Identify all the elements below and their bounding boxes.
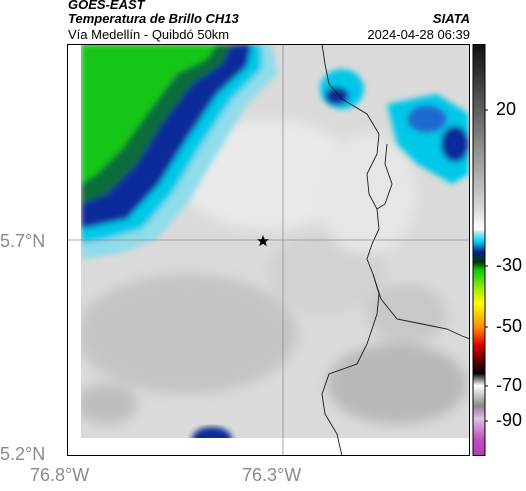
colorbar-tick-label: 20 <box>496 99 517 119</box>
product-title: Temperatura de Brillo CH13 <box>68 11 239 26</box>
colorbar-tick-label: -70 <box>496 375 523 395</box>
colorbar <box>472 44 488 456</box>
star-icon <box>257 235 269 247</box>
country-boundaries <box>321 44 470 456</box>
cloud-field <box>81 44 469 438</box>
colorbar-tick-label: -30 <box>496 255 523 275</box>
map-gridlines <box>67 44 470 456</box>
latitude-tick-label: 5.7°N <box>0 231 46 251</box>
colorbar-tick-label: -90 <box>496 410 523 430</box>
organization-label: SIATA <box>432 11 470 26</box>
brightness-temperature-map <box>67 44 470 456</box>
longitude-tick-label: 76.3°W <box>242 465 302 485</box>
latitude-tick-label: 5.2°N <box>0 444 46 464</box>
longitude-tick-label: 76.8°W <box>30 465 90 485</box>
colorbar-tick-label: -50 <box>496 316 523 336</box>
satellite-title: GOES-EAST <box>68 0 145 12</box>
route-subtitle: Vía Medellín - Quibdó 50km <box>68 27 230 42</box>
timestamp-label: 2024-04-28 06:39 <box>367 27 470 42</box>
map-frame <box>67 44 470 456</box>
